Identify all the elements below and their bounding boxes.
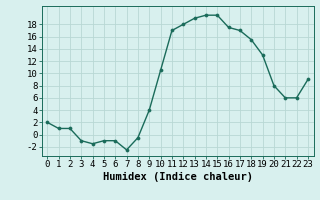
X-axis label: Humidex (Indice chaleur): Humidex (Indice chaleur) (103, 172, 252, 182)
